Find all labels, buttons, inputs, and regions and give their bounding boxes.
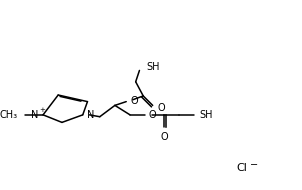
Text: N: N [87, 110, 94, 120]
Text: −: − [250, 160, 258, 170]
Text: SH: SH [199, 110, 213, 120]
Text: O: O [157, 103, 165, 113]
Text: O: O [149, 110, 156, 120]
Text: Cl: Cl [237, 163, 248, 173]
Text: N: N [31, 110, 38, 120]
Text: O: O [160, 132, 168, 142]
Text: O: O [130, 96, 138, 106]
Text: +: + [39, 107, 45, 113]
Text: CH₃: CH₃ [0, 110, 18, 120]
Text: SH: SH [146, 62, 159, 72]
